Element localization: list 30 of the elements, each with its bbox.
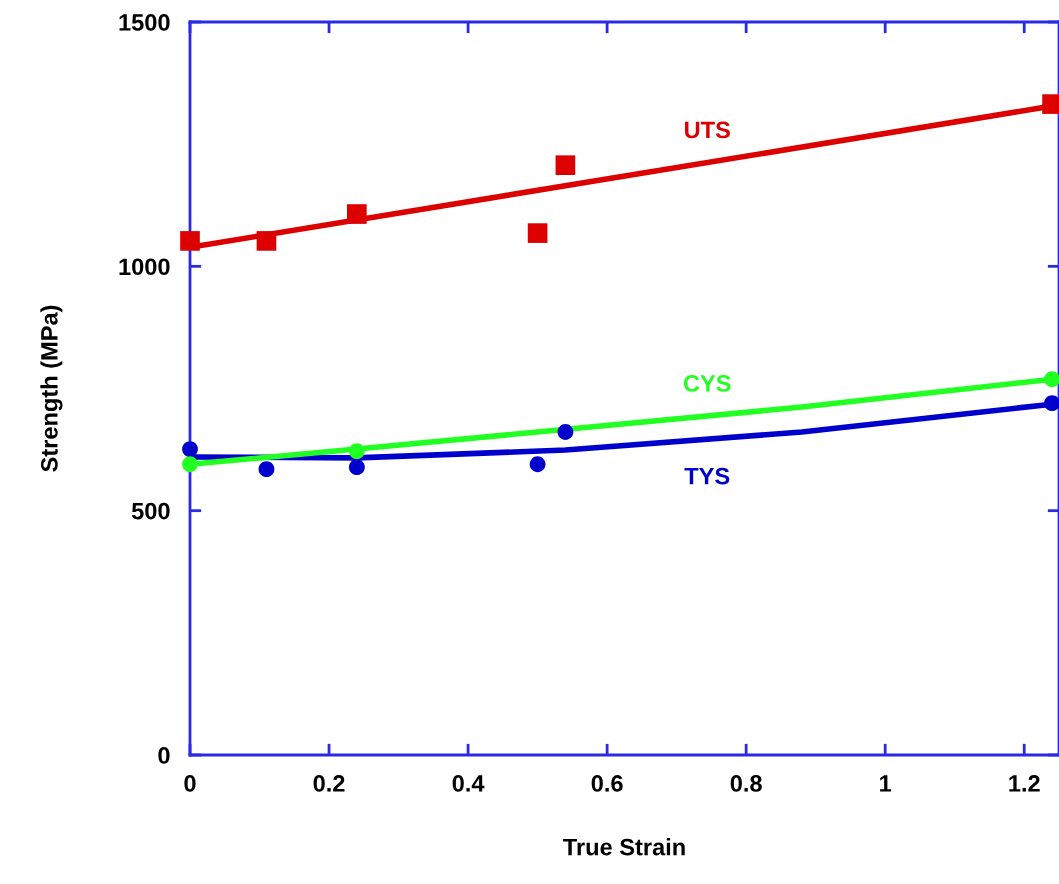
series-label: UTS — [685, 121, 730, 139]
point — [182, 456, 198, 473]
point — [1044, 395, 1059, 412]
y-tick-label: 0 — [158, 747, 170, 764]
x-tick-label: 1 — [880, 775, 892, 792]
x-tick-label: 0.2 — [313, 775, 345, 792]
y-axis-title: Strength (MPa) — [40, 305, 63, 472]
point — [529, 456, 546, 473]
point — [348, 459, 365, 476]
x-tick-label: 1.2 — [1009, 775, 1040, 792]
point — [258, 461, 275, 478]
y-tick-label: 1000 — [119, 258, 170, 276]
x-axis-title: True Strain — [563, 838, 685, 856]
y-tick-label: 500 — [131, 502, 170, 520]
x-tick-label: 0 — [184, 775, 196, 792]
point — [527, 223, 548, 243]
point — [1044, 371, 1059, 388]
point — [182, 441, 198, 458]
x-tick-label: 0.6 — [591, 775, 623, 792]
x-tick-label: 0.8 — [730, 775, 762, 792]
point — [180, 231, 200, 251]
y-tick-label: 1500 — [119, 14, 170, 31]
point — [555, 155, 576, 175]
x-tick-label: 0.4 — [452, 775, 485, 792]
series-label: CYS — [683, 375, 731, 392]
point — [557, 424, 574, 440]
point — [348, 443, 365, 459]
point — [256, 231, 277, 251]
point — [347, 204, 367, 224]
series-label: TYS — [684, 467, 730, 485]
